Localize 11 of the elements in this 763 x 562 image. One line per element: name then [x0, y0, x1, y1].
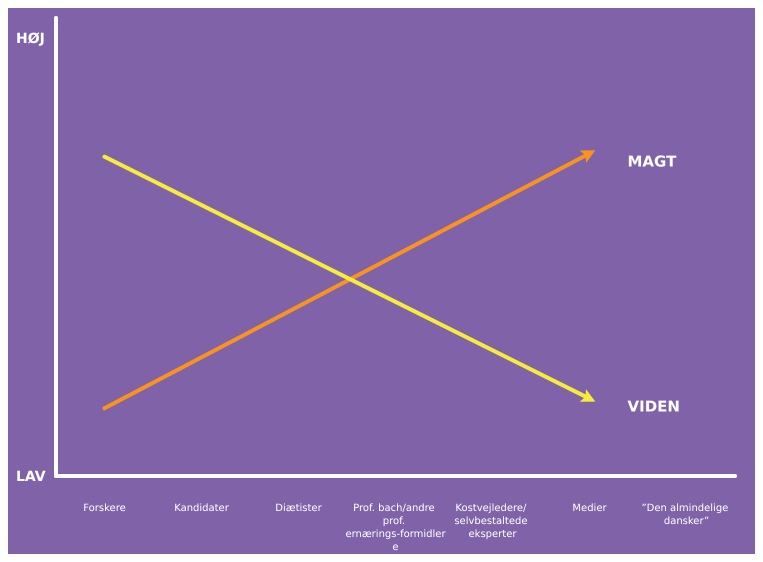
text: MAGT [628, 152, 678, 170]
x-tick-label: Diætister [275, 503, 323, 514]
x-tick-label: Kostvejledere/ selvbestaltede eksperter [454, 503, 531, 540]
text: VIDEN [628, 398, 680, 416]
x-tick-label: Prof. bach/andre prof. ernærings-formidlere [345, 503, 446, 553]
x-tick-label: Medier [572, 503, 608, 514]
text: LAV [16, 469, 46, 485]
x-tick-label: ”Den almindelige dansker” [641, 503, 732, 527]
x-tick-label: Kandidater [174, 503, 230, 514]
x-tick-label: Forskere [83, 503, 126, 514]
text: HØJ [16, 31, 45, 47]
